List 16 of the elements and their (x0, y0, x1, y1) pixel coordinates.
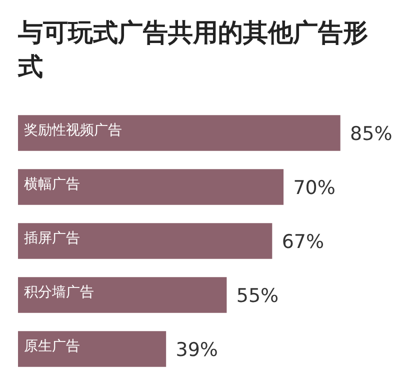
data-label: 85% (350, 122, 392, 145)
bar (18, 115, 340, 151)
y-tick-label: 奖励性视频广告 (24, 122, 122, 139)
bar (18, 331, 166, 367)
y-tick-label: 积分墙广告 (24, 284, 94, 301)
bar (18, 223, 272, 259)
bar (18, 277, 227, 313)
data-label: 67% (282, 230, 324, 253)
bar (18, 169, 284, 205)
chart-title: 与可玩式广告共用的其他广告形式 (16, 17, 369, 83)
y-tick-label: 横幅广告 (24, 176, 80, 193)
data-label: 70% (293, 176, 336, 199)
data-label: 39% (176, 338, 218, 361)
y-tick-label: 插屏广告 (24, 230, 80, 247)
y-tick-label: 原生广告 (24, 338, 80, 355)
data-label: 55% (236, 284, 279, 307)
